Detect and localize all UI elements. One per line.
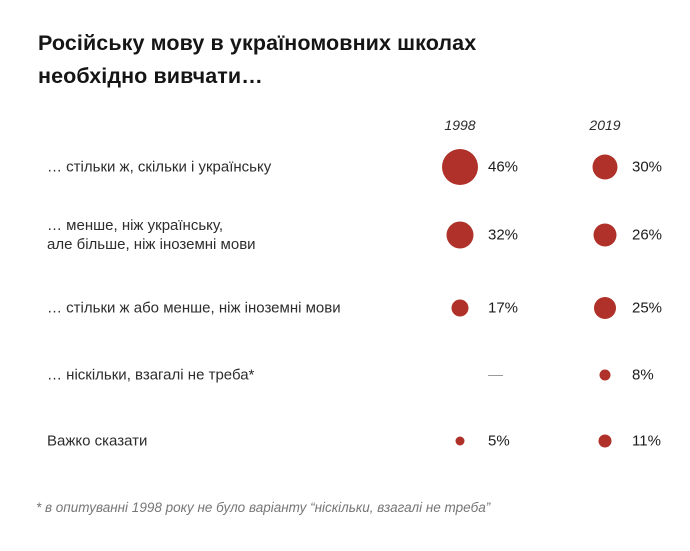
row-label: Важко сказати	[47, 432, 147, 451]
value-2019: 25%	[632, 299, 663, 317]
row-label-line: … стільки ж або менше, ніж іноземні мови	[47, 299, 341, 317]
row-label: … менше, ніж українську, але більше, ніж…	[47, 216, 256, 254]
value-2019: 8%	[632, 366, 654, 384]
chart-title-line-1: Російську мову в україномовних школах	[38, 31, 477, 55]
column-header-1998: 1998	[444, 117, 476, 133]
row-label-line: Важко сказати	[47, 432, 148, 450]
bubble-1998	[446, 221, 474, 249]
row-label: … стільки ж або менше, ніж іноземні мови	[47, 299, 341, 318]
row-label-line: … ніскільки, взагалі не треба*	[47, 366, 255, 384]
bubble-2019	[598, 434, 612, 448]
row-label-line: … стільки ж, скільки і українську	[47, 158, 272, 176]
row-label: … ніскільки, взагалі не треба*	[47, 366, 254, 385]
bubble-2019	[592, 154, 618, 180]
value-1998: 32%	[488, 226, 519, 244]
row-label: … стільки ж, скільки і українську	[47, 158, 271, 177]
chart-title: Російську мову в україномовних школах не…	[38, 27, 476, 93]
value-1998: 46%	[488, 158, 519, 176]
chart-row: … стільки ж або менше, ніж іноземні мови…	[0, 280, 690, 336]
value-2019: 30%	[632, 158, 663, 176]
value-2019: 26%	[632, 226, 663, 244]
bubble-2019	[594, 297, 616, 319]
bubble-1998	[442, 149, 478, 185]
bubble-2019	[599, 369, 611, 381]
chart-row: … менше, ніж українську, але більше, ніж…	[0, 207, 690, 263]
chart-title-line-2: необхідно вивчати…	[38, 64, 263, 88]
value-1998-missing-dash: —	[488, 366, 503, 384]
footnote: * в опитуванні 1998 року не було варіант…	[36, 500, 491, 515]
value-2019: 11%	[632, 432, 661, 450]
chart-row: … стільки ж, скільки і українську 46% 30…	[0, 139, 690, 195]
bubble-1998	[455, 436, 465, 446]
row-label-line: … менше, ніж українську,	[47, 217, 224, 234]
value-1998: 5%	[488, 432, 510, 450]
value-1998: 17%	[488, 299, 519, 317]
row-label-line: але більше, ніж іноземні мови	[47, 236, 256, 253]
chart-row: Важко сказати 5% 11%	[0, 413, 690, 469]
chart-row: … ніскільки, взагалі не треба* — 8%	[0, 347, 690, 403]
bubble-1998	[451, 299, 469, 317]
bubble-2019	[593, 223, 617, 247]
column-header-2019: 2019	[589, 117, 621, 133]
